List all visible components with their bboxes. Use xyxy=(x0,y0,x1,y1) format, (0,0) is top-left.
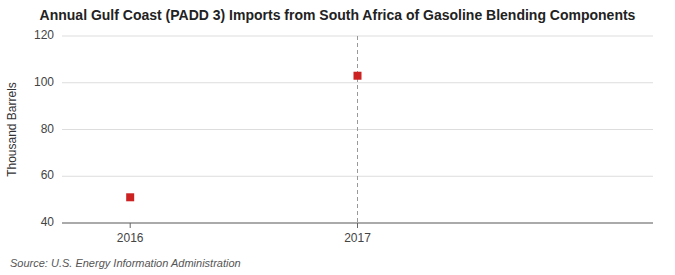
data-point xyxy=(126,193,134,201)
y-tick-label: 100 xyxy=(34,75,54,89)
y-tick-label: 80 xyxy=(41,122,55,136)
reference-line xyxy=(357,36,358,223)
x-axis: 2016 2017 xyxy=(62,223,653,245)
chart-title: Annual Gulf Coast (PADD 3) Imports from … xyxy=(40,7,636,23)
points xyxy=(126,72,361,202)
y-tick-label: 60 xyxy=(41,168,55,182)
x-tick-label: 2017 xyxy=(344,231,371,245)
y-grid xyxy=(62,36,653,223)
plot-area xyxy=(126,36,361,223)
x-tick-label: 2016 xyxy=(117,231,144,245)
y-axis-label: Thousand Barrels xyxy=(5,82,19,177)
source-note: Source: U.S. Energy Information Administ… xyxy=(10,257,241,269)
x-tick xyxy=(130,223,131,228)
chart-container: 40 60 80 100 120 Thousand Barrels 2016 2017 Annu… xyxy=(0,0,675,275)
y-axis: 40 60 80 100 120 xyxy=(34,28,54,229)
y-tick-label: 40 xyxy=(41,215,55,229)
grid-line xyxy=(62,82,653,83)
data-point xyxy=(354,72,362,80)
chart-svg: 40 60 80 100 120 Thousand Barrels 2016 2017 Annu… xyxy=(0,0,675,275)
x-tick xyxy=(357,223,358,228)
y-tick-label: 120 xyxy=(34,28,54,42)
